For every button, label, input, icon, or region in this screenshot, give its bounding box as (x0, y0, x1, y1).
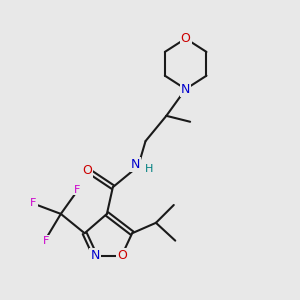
Text: N: N (90, 249, 100, 262)
Text: N: N (181, 82, 190, 96)
Text: O: O (117, 249, 127, 262)
Text: O: O (181, 32, 190, 45)
Text: H: H (145, 164, 154, 174)
Text: F: F (43, 236, 49, 246)
Text: N: N (131, 158, 140, 171)
Text: F: F (74, 184, 80, 194)
Text: O: O (82, 164, 92, 177)
Text: F: F (30, 199, 37, 208)
